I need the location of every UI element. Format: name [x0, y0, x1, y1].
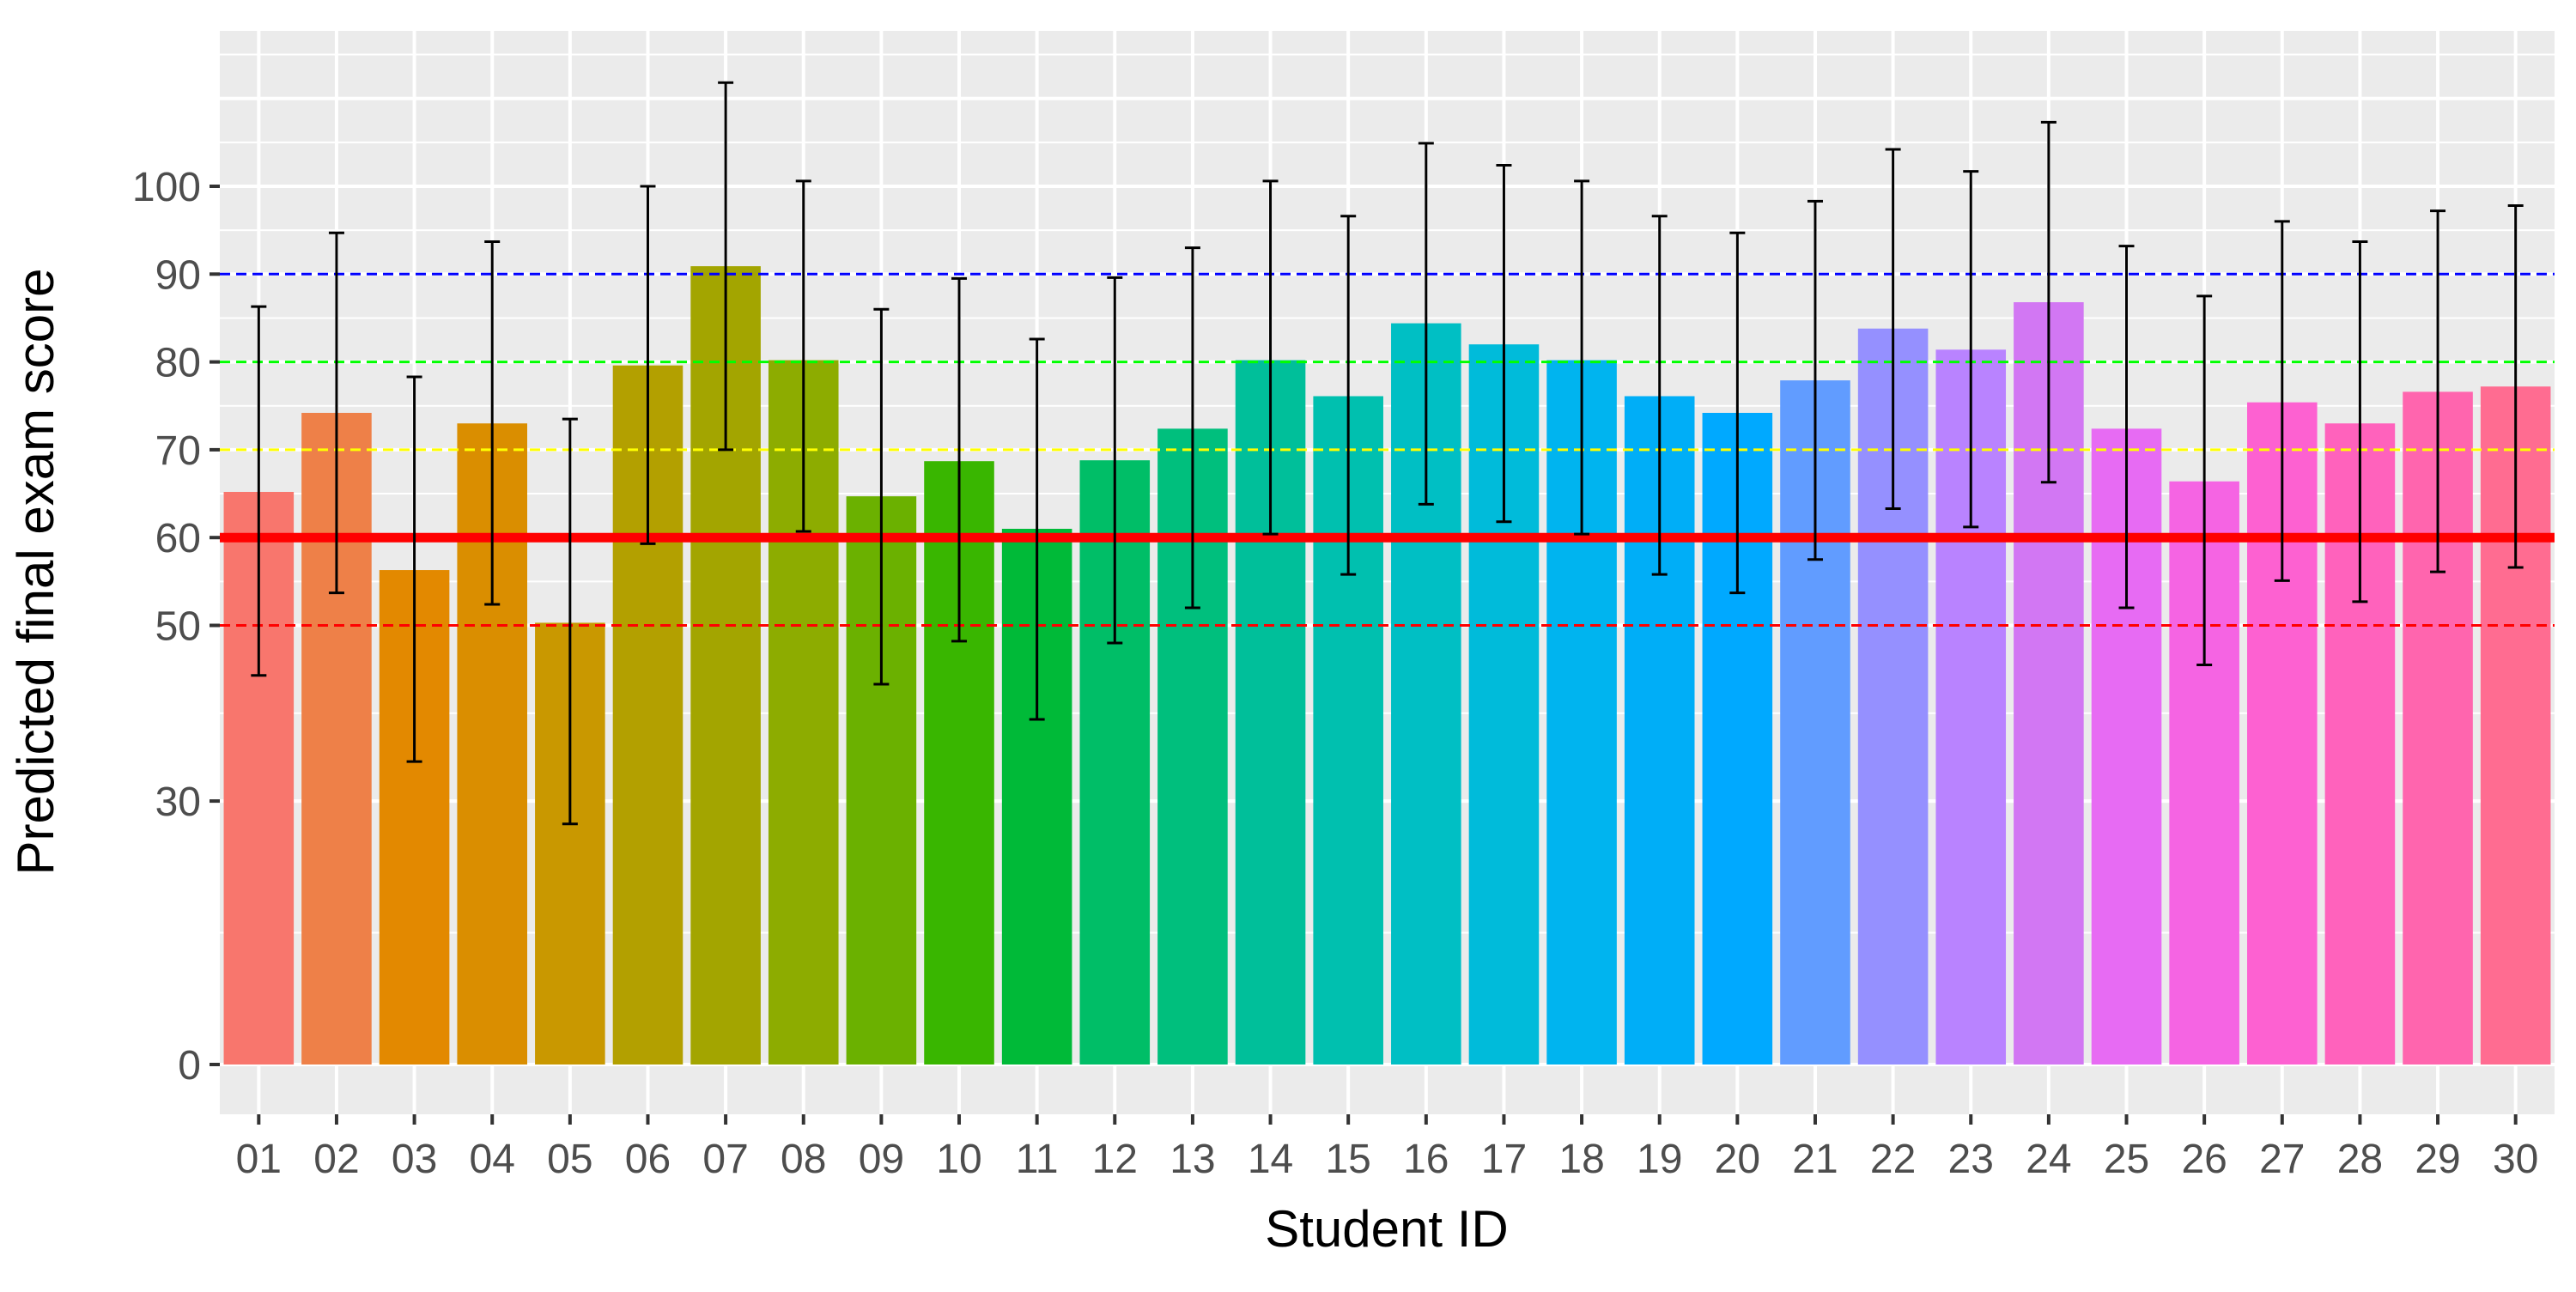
y-axis: 0 30 50 60 70 80 90 100 [132, 165, 220, 1089]
x-tick-label-29: 29 [2415, 1137, 2460, 1182]
x-tick-label-03: 03 [392, 1137, 437, 1182]
error-bar-student-18 [1574, 179, 1590, 536]
x-tick-label-26: 26 [2181, 1137, 2227, 1182]
error-bar-student-01 [251, 305, 267, 677]
x-tick-label-09: 09 [859, 1137, 904, 1182]
error-bar-student-06 [640, 185, 656, 545]
error-bar-student-25 [2118, 245, 2135, 610]
x-axis-title: Student ID [1265, 1200, 1509, 1258]
x-tick-label-17: 17 [1481, 1137, 1527, 1182]
error-bar-student-14 [1262, 179, 1279, 536]
x-tick-label-27: 27 [2259, 1137, 2305, 1182]
x-tick-label-01: 01 [236, 1137, 282, 1182]
x-tick-label-24: 24 [2026, 1137, 2071, 1182]
plot-panel [220, 31, 2555, 1114]
error-bar-student-05 [562, 417, 578, 826]
y-tick-label: 70 [155, 428, 201, 474]
y-tick-label: 0 [178, 1043, 201, 1089]
error-bar-student-12 [1107, 276, 1123, 645]
error-bar-student-10 [951, 276, 968, 643]
error-bar-student-04 [484, 240, 501, 606]
error-bar-student-26 [2196, 294, 2213, 667]
x-tick-label-05: 05 [547, 1137, 592, 1182]
x-tick-label-12: 12 [1092, 1137, 1138, 1182]
error-bar-student-23 [1963, 170, 1979, 529]
x-tick-label-22: 22 [1870, 1137, 1916, 1182]
error-bar-student-21 [1807, 199, 1823, 561]
y-tick-label: 90 [155, 252, 201, 298]
error-bar-student-19 [1651, 215, 1668, 576]
x-tick-label-11: 11 [1016, 1137, 1059, 1182]
error-bar-student-22 [1885, 148, 1901, 510]
x-tick-label-04: 04 [470, 1137, 515, 1182]
x-tick-label-19: 19 [1637, 1137, 1682, 1182]
error-bar-student-15 [1340, 215, 1357, 576]
error-bar-student-16 [1418, 142, 1434, 506]
error-bar-student-07 [718, 81, 734, 452]
x-axis: 01 02 03 04 05 06 07 08 09 10 11 12 13 14 15 16 17 18 19 20… [236, 1114, 2538, 1182]
x-tick-label-02: 02 [313, 1137, 359, 1182]
y-tick-label: 30 [155, 779, 201, 825]
x-tick-label-28: 28 [2337, 1137, 2383, 1182]
error-bar-student-28 [2352, 240, 2368, 604]
y-tick-label: 60 [155, 516, 201, 561]
x-tick-label-15: 15 [1325, 1137, 1370, 1182]
y-axis-title: Predicted final exam score [7, 269, 64, 876]
error-bar-student-20 [1729, 231, 1746, 595]
error-bars [251, 81, 2524, 826]
error-bar-student-13 [1184, 246, 1200, 610]
error-bar-student-17 [1496, 163, 1512, 524]
error-bar-student-27 [2274, 220, 2290, 582]
error-bar-student-08 [795, 179, 811, 533]
x-tick-label-30: 30 [2493, 1137, 2538, 1182]
x-tick-label-25: 25 [2104, 1137, 2149, 1182]
x-tick-label-20: 20 [1715, 1137, 1760, 1182]
x-tick-label-14: 14 [1248, 1137, 1293, 1182]
x-tick-label-21: 21 [1792, 1137, 1838, 1182]
y-tick-label: 100 [132, 165, 201, 210]
x-tick-label-18: 18 [1558, 1137, 1604, 1182]
x-tick-label-13: 13 [1170, 1137, 1215, 1182]
y-tick-label: 50 [155, 604, 201, 650]
y-tick-label: 80 [155, 341, 201, 386]
error-bar-student-11 [1029, 337, 1045, 721]
x-tick-label-10: 10 [936, 1137, 981, 1182]
error-bar-student-29 [2430, 209, 2446, 573]
reference-lines [220, 272, 2555, 627]
error-bar-student-02 [328, 231, 344, 595]
x-tick-label-07: 07 [702, 1137, 748, 1182]
error-bar-student-30 [2507, 204, 2524, 569]
error-bar-student-24 [2040, 120, 2057, 484]
x-tick-label-06: 06 [625, 1137, 671, 1182]
x-tick-label-08: 08 [781, 1137, 826, 1182]
minor-gridlines [220, 53, 2555, 934]
error-bar-student-09 [873, 307, 890, 686]
error-bar-student-03 [406, 375, 422, 763]
x-tick-label-23: 23 [1948, 1137, 1994, 1182]
x-tick-label-16: 16 [1403, 1137, 1449, 1182]
